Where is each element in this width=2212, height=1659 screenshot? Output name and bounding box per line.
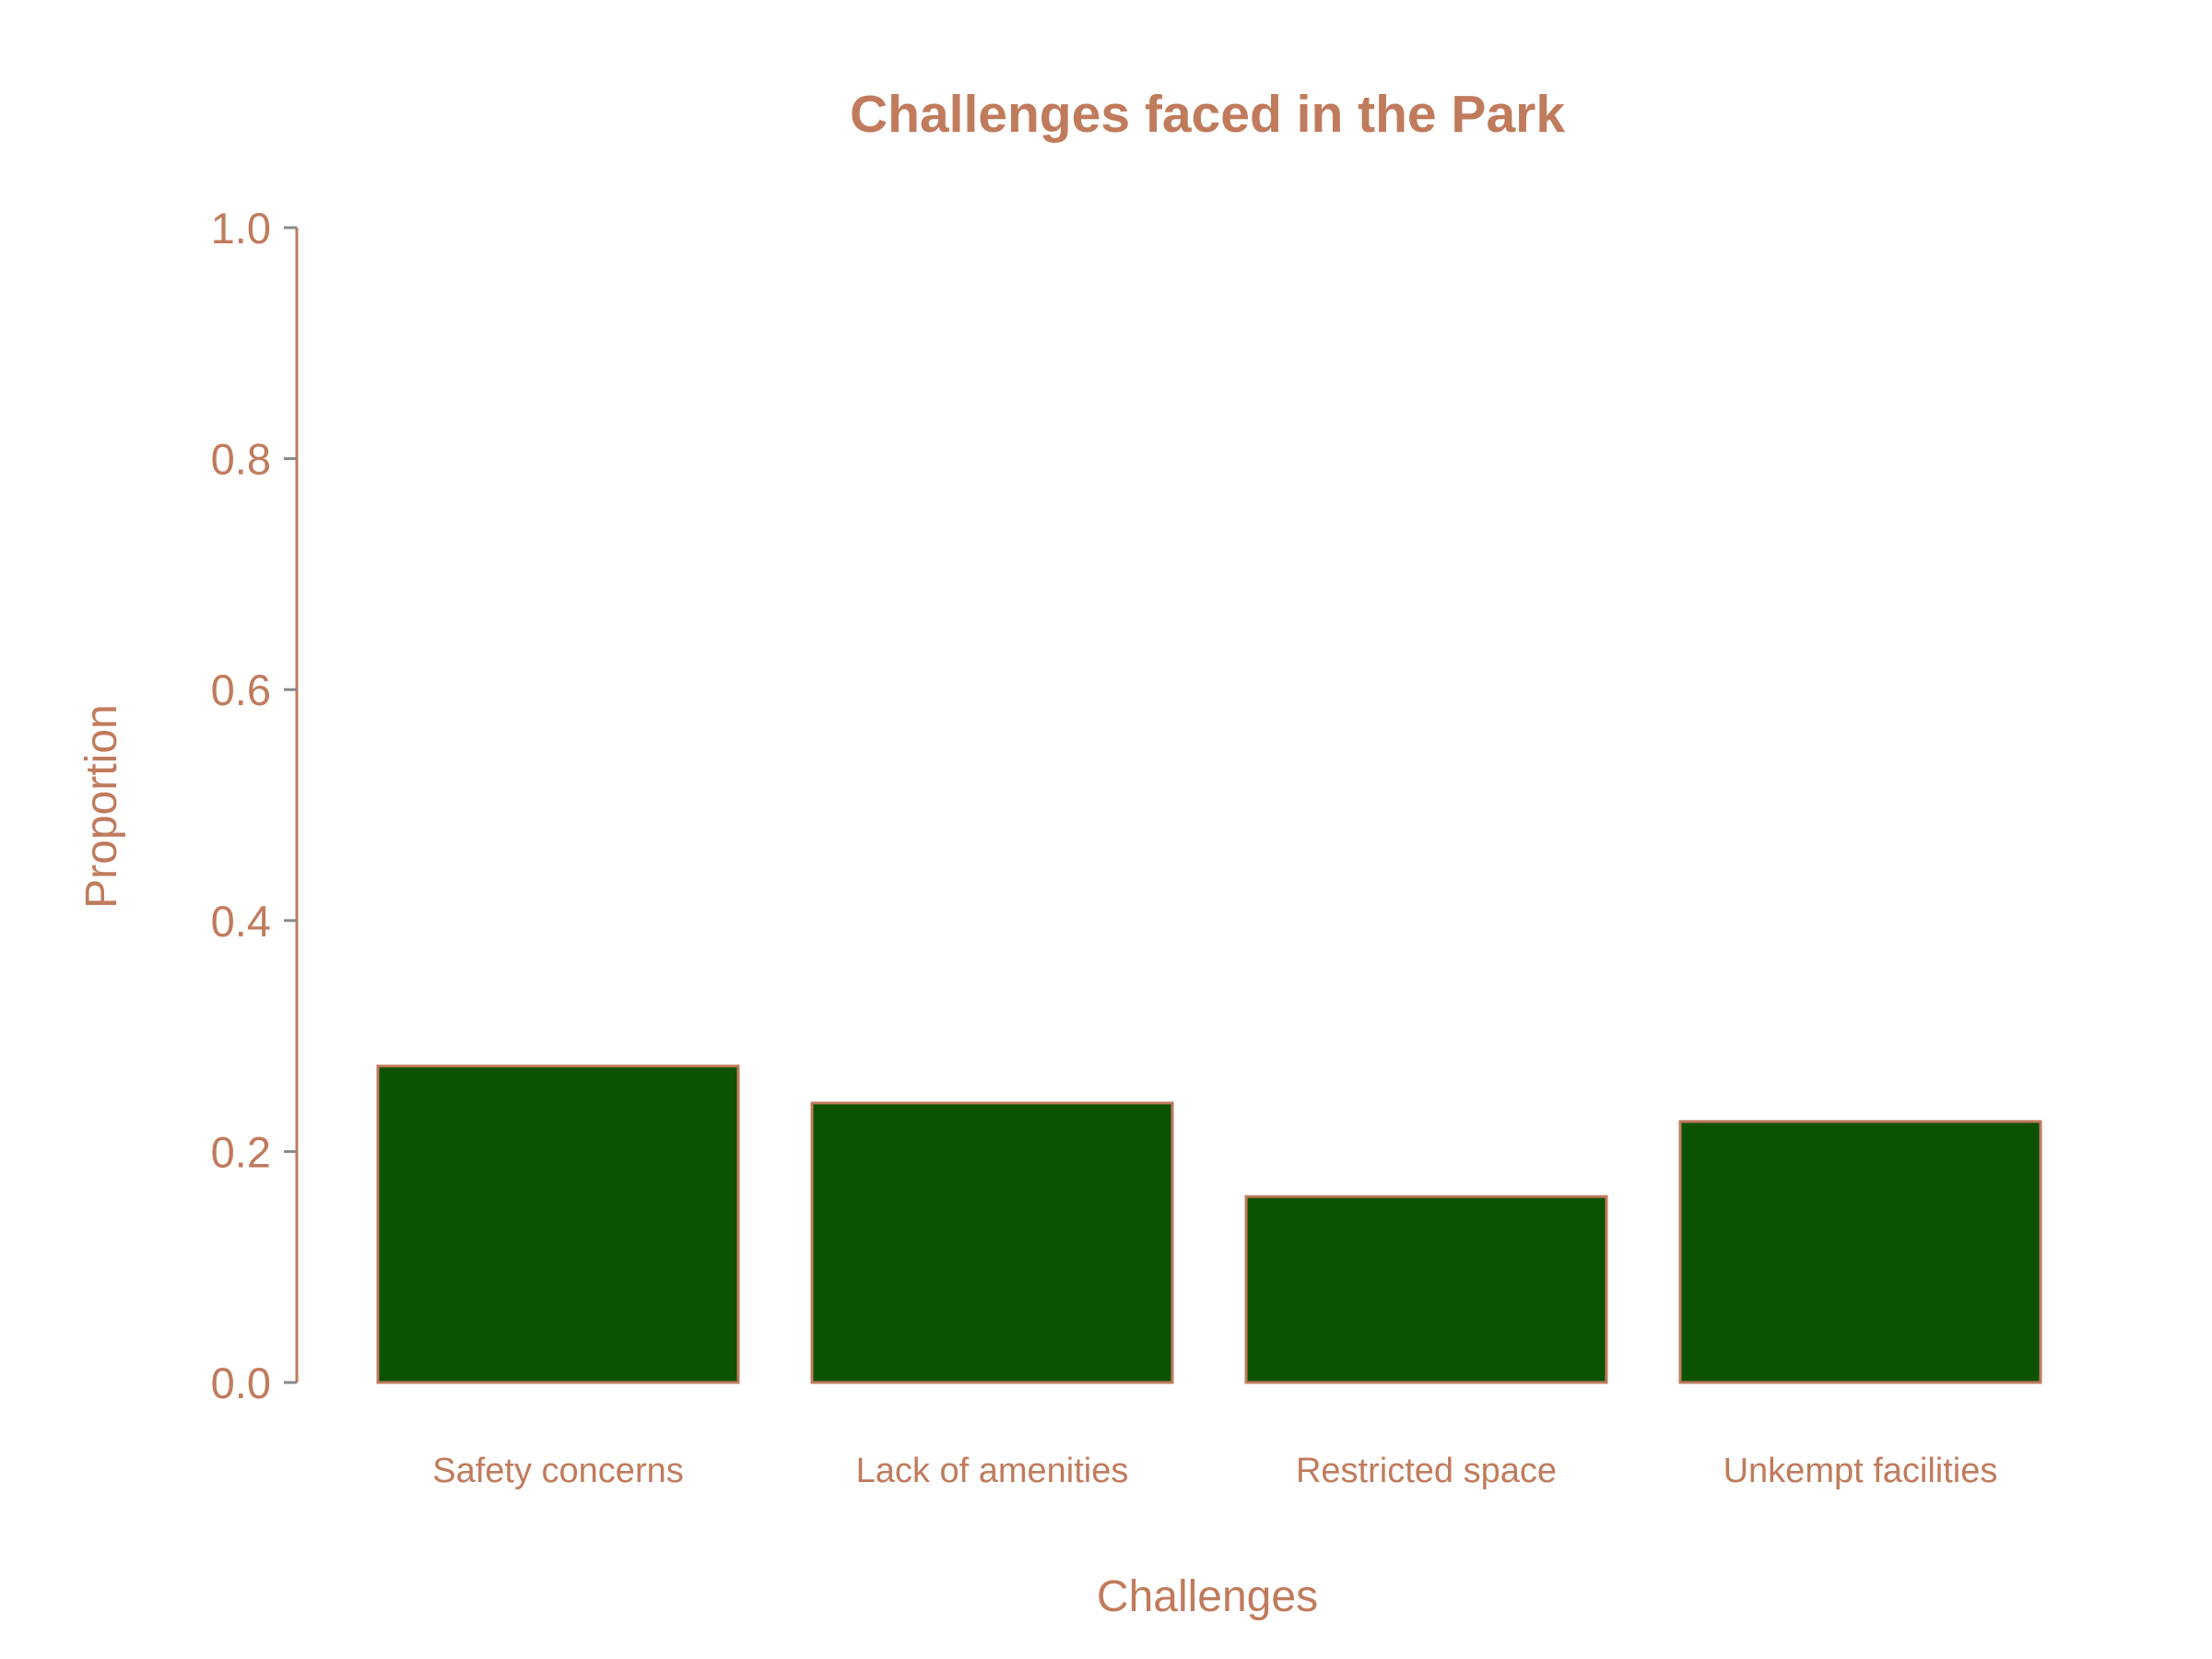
x-axis-label: Challenges: [1097, 1572, 1318, 1621]
x-tick-label: Safety concerns: [432, 1452, 683, 1490]
y-tick-label: 0.8: [211, 435, 271, 484]
bar: [376, 1065, 740, 1384]
y-axis-label: Proportion: [77, 704, 126, 908]
x-tick-label: Restricted space: [1296, 1452, 1557, 1490]
bar: [1244, 1194, 1608, 1384]
y-tick-label: 0.0: [211, 1359, 271, 1407]
y-tick-label: 0.4: [211, 897, 271, 946]
y-tick-label: 0.2: [211, 1127, 271, 1176]
y-tick-label: 1.0: [211, 204, 271, 253]
y-tick-label: 0.6: [211, 665, 271, 714]
bar: [810, 1101, 1174, 1384]
x-tick-label: Lack of amenities: [856, 1452, 1129, 1490]
x-tick-label: Unkempt facilities: [1724, 1452, 1998, 1490]
chart-title: Challenges faced in the Park: [850, 85, 1565, 144]
plot-area: 0.0 0.2 0.4 0.6 0.8 1.0 Safety concerns Lack of…: [211, 204, 2042, 1490]
bar: [1678, 1120, 2042, 1384]
